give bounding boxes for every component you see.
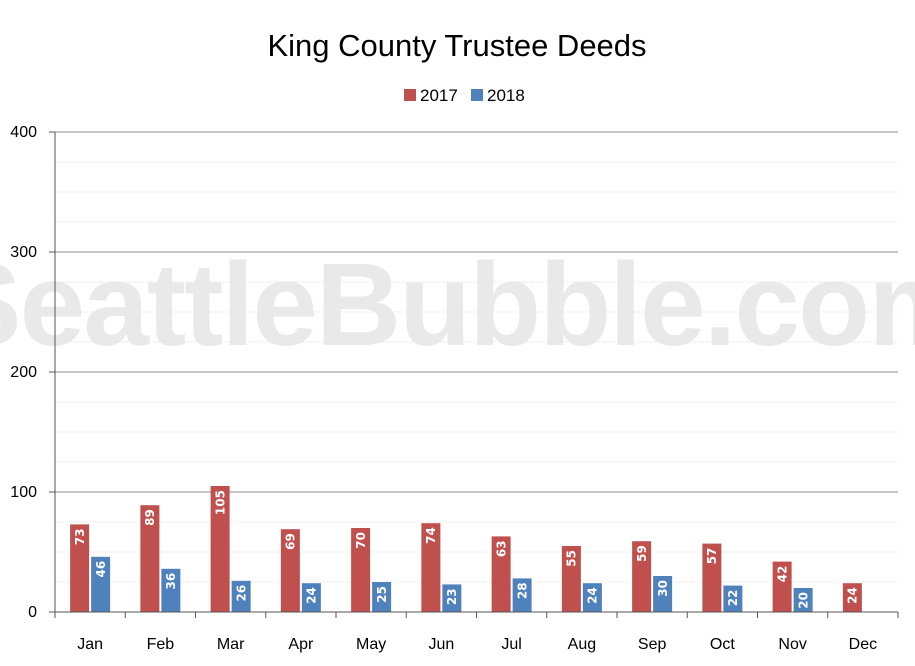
bar-2017-Jun bbox=[421, 523, 441, 612]
bar-2017-Oct bbox=[702, 543, 722, 612]
x-tick-label: Jun bbox=[428, 636, 454, 653]
bar-data-label: 69 bbox=[284, 533, 298, 550]
y-tick-label: 400 bbox=[10, 124, 37, 141]
bar-data-label: 23 bbox=[445, 588, 459, 605]
major-gridlines bbox=[55, 131, 898, 493]
bar-2018-Oct bbox=[723, 585, 743, 612]
legend-label: 2017 bbox=[420, 86, 458, 105]
bar-data-label: 105 bbox=[213, 490, 227, 515]
bar-2017-Jul bbox=[491, 536, 511, 612]
bar-2018-Jul bbox=[512, 578, 532, 612]
x-tick-label: Sep bbox=[638, 636, 667, 653]
bar-data-label: 73 bbox=[73, 528, 87, 545]
x-tick-label: Nov bbox=[778, 636, 806, 653]
bars: 73 46 89 36 105 26 69 24 70 25 74 23 63 28 55 24 59 30 57 2… bbox=[70, 486, 862, 612]
bar-data-label: 36 bbox=[164, 573, 178, 590]
x-tick-label: May bbox=[356, 636, 386, 653]
bar-data-label: 28 bbox=[515, 582, 529, 599]
bar-2017-Aug bbox=[561, 546, 581, 612]
bar-data-label: 30 bbox=[656, 580, 670, 597]
bar-data-label: 89 bbox=[143, 509, 157, 526]
bar-2017-Sep bbox=[632, 541, 652, 612]
bar-data-label: 25 bbox=[375, 586, 389, 603]
bar-data-label: 63 bbox=[494, 540, 508, 557]
y-tick-label: 100 bbox=[10, 484, 37, 501]
bar-2017-May bbox=[351, 528, 371, 612]
bar-data-label: 59 bbox=[635, 545, 649, 562]
bar-2018-Mar bbox=[231, 580, 251, 612]
x-tick-label: Oct bbox=[710, 636, 735, 653]
minor-gridlines bbox=[55, 161, 898, 583]
bar-data-label: 57 bbox=[705, 548, 719, 565]
bar-2018-Jan bbox=[91, 556, 111, 612]
bar-data-label: 26 bbox=[234, 585, 248, 602]
bar-2017-Dec bbox=[842, 583, 862, 612]
y-axis-ticks: 0 100 200 300 400 bbox=[10, 124, 55, 621]
bar-data-label: 24 bbox=[586, 587, 600, 604]
watermark: SeattleBubble.com bbox=[0, 239, 915, 371]
bar-2017-Apr bbox=[280, 529, 300, 612]
x-tick-label: Mar bbox=[217, 636, 245, 653]
bar-2018-Nov bbox=[793, 588, 813, 612]
bar-data-label: 24 bbox=[305, 587, 319, 604]
legend-label: 2018 bbox=[487, 86, 525, 105]
bar-data-label: 22 bbox=[726, 590, 740, 607]
y-tick-label: 300 bbox=[10, 244, 37, 261]
y-tick-label: 200 bbox=[10, 364, 37, 381]
legend-swatch bbox=[404, 89, 416, 101]
x-axis-ticks: Jan Feb Mar Apr May Jun Jul Aug Sep Oct Nov Dec bbox=[54, 612, 899, 653]
x-tick-label: Jan bbox=[77, 636, 103, 653]
bar-data-label: 20 bbox=[796, 592, 810, 609]
bar-2017-Mar bbox=[210, 486, 230, 612]
bar-data-label: 24 bbox=[846, 587, 860, 604]
chart-title: King County Trustee Deeds bbox=[267, 28, 646, 63]
bar-data-label: 42 bbox=[775, 566, 789, 583]
bar-2018-Apr bbox=[301, 583, 321, 612]
legend: 2017 2018 bbox=[404, 86, 525, 105]
bar-data-label: 70 bbox=[354, 532, 368, 549]
bar-2018-Feb bbox=[161, 568, 181, 612]
x-tick-label: Apr bbox=[288, 636, 314, 653]
x-tick-label: Dec bbox=[849, 636, 877, 653]
axes bbox=[49, 132, 898, 613]
bar-data-label: 74 bbox=[424, 527, 438, 544]
bar-data-label: 55 bbox=[565, 550, 579, 567]
bar-2017-Feb bbox=[140, 505, 160, 612]
x-tick-label: Jul bbox=[501, 636, 521, 653]
bar-data-label: 46 bbox=[94, 561, 108, 578]
bar-2018-May bbox=[372, 582, 392, 612]
bar-2018-Aug bbox=[582, 583, 602, 612]
bar-2017-Nov bbox=[772, 561, 792, 612]
bar-2018-Jun bbox=[442, 584, 462, 612]
x-tick-label: Aug bbox=[568, 636, 596, 653]
y-tick-label: 0 bbox=[28, 604, 37, 621]
legend-swatch bbox=[471, 89, 483, 101]
bar-2017-Jan bbox=[70, 524, 90, 612]
x-tick-label: Feb bbox=[147, 636, 175, 653]
bar-2018-Sep bbox=[653, 576, 673, 612]
